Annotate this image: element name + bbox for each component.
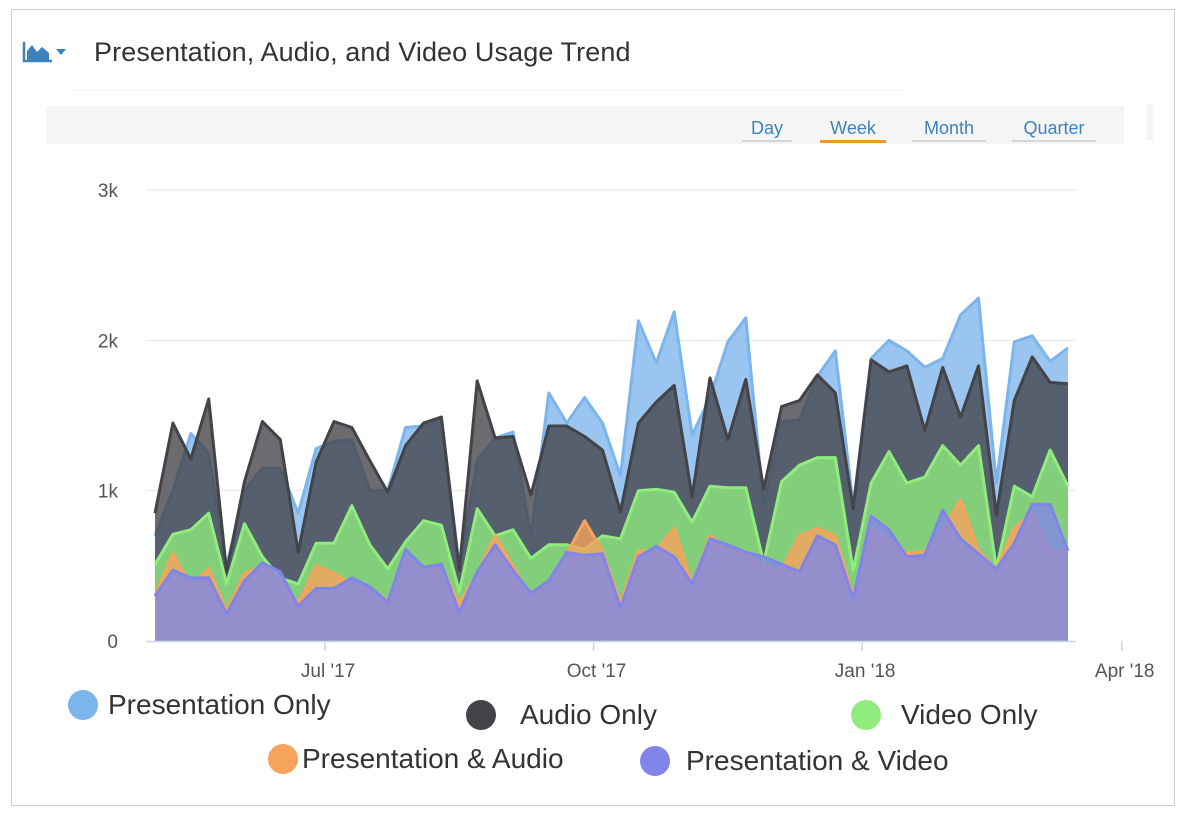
y-tick-label: 1k [98, 482, 119, 503]
chart-title: Presentation, Audio, and Video Usage Tre… [94, 36, 631, 67]
legend-marker-icon [68, 690, 98, 720]
range-quarter-button[interactable]: Quarter [1012, 118, 1096, 142]
legend-presentation-audio[interactable]: Presentation & Audio [268, 743, 564, 775]
x-tick-label: Jul '17 [301, 661, 355, 682]
range-toolbar: Day Week Month Quarter [46, 106, 1124, 144]
area-chart-icon[interactable] [22, 37, 68, 67]
y-tick-label: 2k [98, 331, 119, 352]
legend-video-only[interactable]: Video Only [851, 699, 1037, 731]
legend-presentation-video[interactable]: Presentation & Video [640, 745, 949, 777]
legend-marker-icon [466, 700, 496, 730]
legend-label: Video Only [901, 699, 1038, 730]
series-line-presentation-only [153, 296, 1069, 568]
x-tick-label: Jan '18 [835, 661, 896, 682]
legend-audio-only[interactable]: Audio Only [466, 699, 657, 731]
legend-label: Presentation & Audio [302, 743, 564, 774]
legend-label: Presentation Only [108, 689, 331, 720]
y-tick-label: 3k [98, 181, 119, 202]
range-day-button[interactable]: Day [742, 118, 792, 142]
legend-label: Presentation & Video [686, 745, 949, 776]
series-line-presentation-video [153, 502, 1070, 616]
range-week-button[interactable]: Week [820, 118, 886, 143]
series-area-presentation-video [155, 504, 1068, 641]
x-tick-label: Oct '17 [567, 661, 627, 682]
legend-label: Audio Only [520, 699, 657, 730]
legend-marker-icon [851, 700, 881, 730]
header-divider [72, 90, 904, 91]
y-tick-label: 0 [107, 632, 118, 653]
range-month-button[interactable]: Month [912, 118, 986, 142]
legend-marker-icon [640, 746, 670, 776]
series-line-video-only [153, 444, 1070, 593]
series-line-audio-only [153, 355, 1069, 574]
chart-header: Presentation, Audio, and Video Usage Tre… [22, 34, 631, 70]
legend-presentation-only[interactable]: Presentation Only [68, 689, 331, 721]
legend-marker-icon [268, 744, 298, 774]
toolbar-edge [1146, 104, 1153, 140]
x-tick-label: Apr '18 [1095, 661, 1155, 682]
